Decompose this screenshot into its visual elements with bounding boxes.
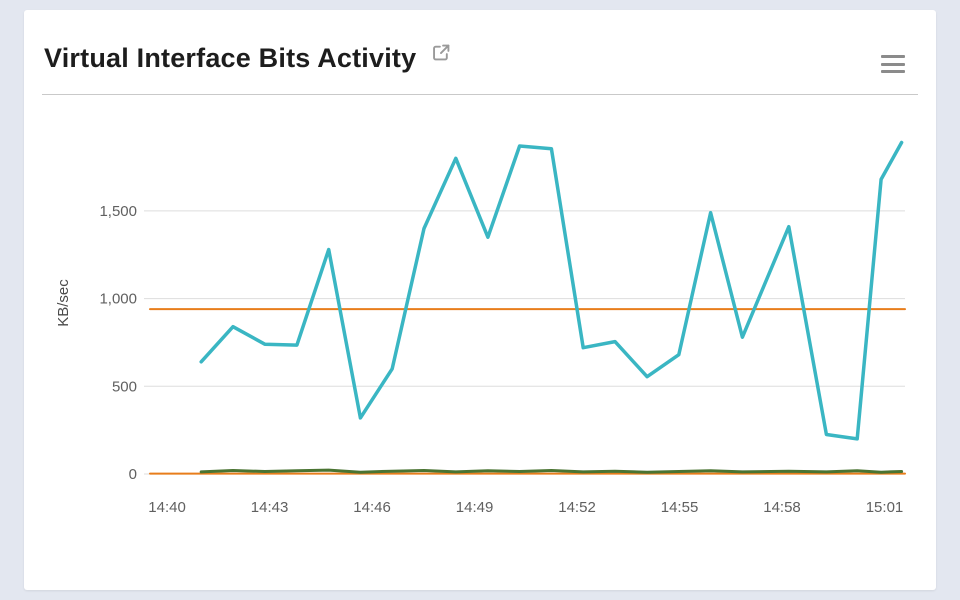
chart-area: 0 500 1,000 1,500 14:40 14:43 14:46 14:49 14:52 1… (24, 95, 936, 546)
external-link-icon[interactable] (432, 44, 450, 61)
y-axis-title: KB/sec (55, 279, 72, 327)
x-tick-label: 14:40 (148, 499, 186, 516)
x-tick-label: 14:55 (661, 499, 699, 516)
x-tick-label: 15:01 (866, 499, 904, 516)
x-tick-label: 14:46 (353, 499, 391, 516)
line-chart[interactable]: 0 500 1,000 1,500 14:40 14:43 14:46 14:49 14:52 1… (24, 111, 936, 541)
widget-card: Virtual Interface Bits Activity 0 500 1,00… (24, 10, 936, 590)
x-tick-label: 14:49 (456, 499, 494, 516)
menu-icon[interactable] (880, 54, 906, 74)
series-teal-line (199, 140, 904, 441)
y-tick-label: 1,000 (99, 291, 137, 308)
y-tick-label: 500 (112, 378, 137, 395)
menu-bar (881, 62, 905, 66)
series-green-line (199, 468, 904, 474)
card-header: Virtual Interface Bits Activity (42, 10, 918, 95)
x-tick-label: 14:52 (558, 499, 596, 516)
menu-bar (881, 55, 905, 58)
y-tick-label: 1,500 (99, 203, 137, 220)
y-tick-label: 0 (129, 466, 137, 483)
menu-bar (881, 70, 905, 73)
widget-title: Virtual Interface Bits Activity (44, 43, 417, 73)
x-tick-label: 14:43 (251, 499, 289, 516)
x-tick-label: 14:58 (763, 499, 801, 516)
